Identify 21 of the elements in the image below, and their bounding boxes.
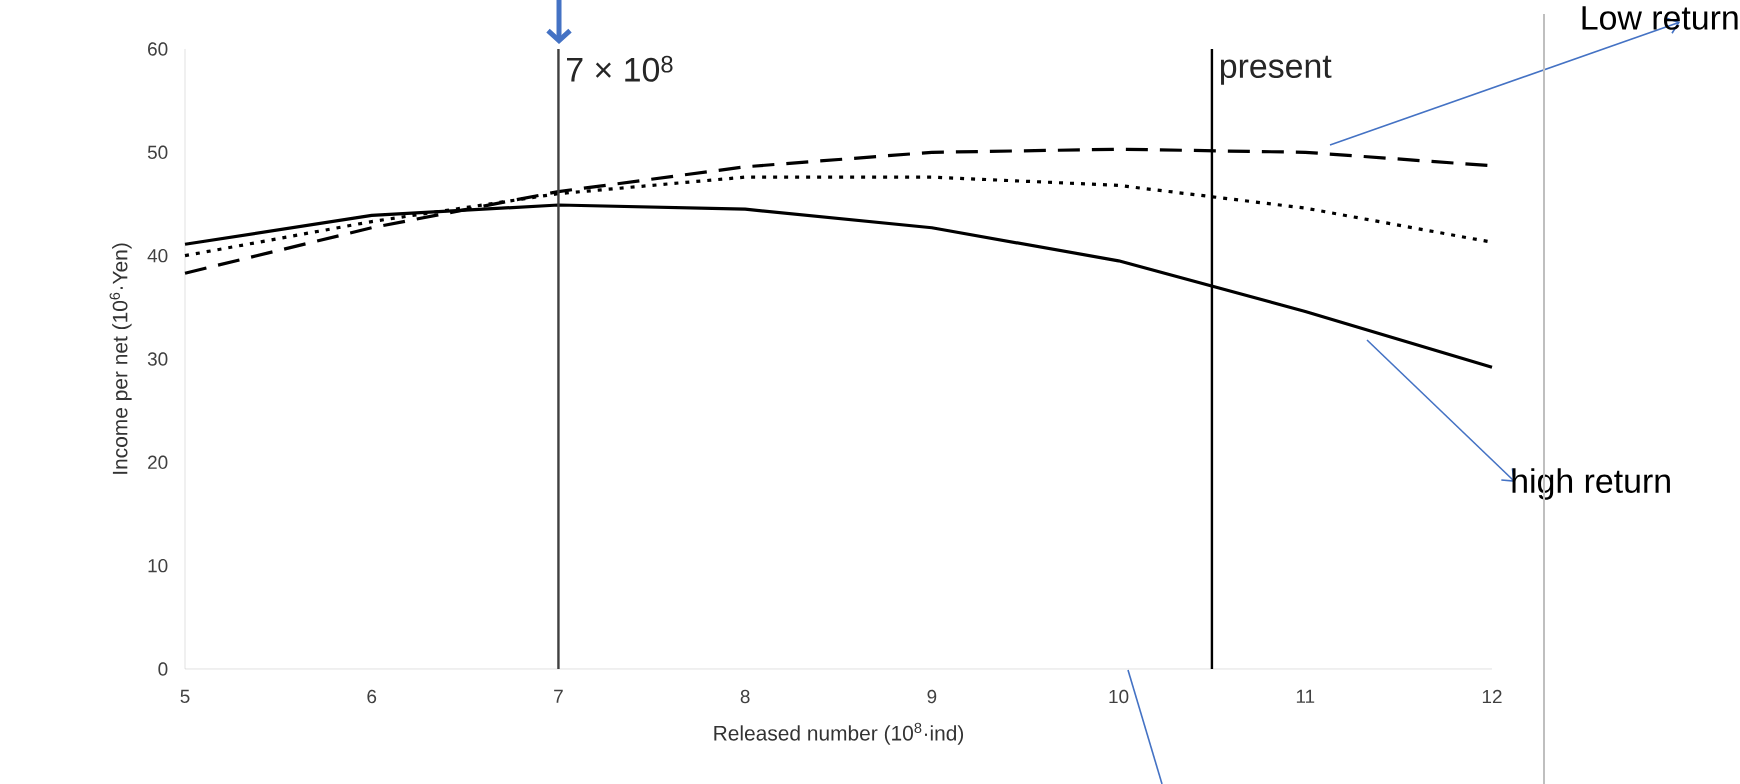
y-tick-label: 30	[147, 352, 168, 366]
x-tick-label: 7	[554, 689, 563, 703]
x-tick-label: 6	[367, 689, 377, 704]
y-tick-label: 0	[158, 662, 168, 676]
x-tick-label: 9	[927, 689, 937, 704]
y-axis-title: Income per net (10$^{6}$·Yen)	[109, 243, 132, 474]
x-tick-label: 11	[1296, 689, 1315, 703]
x-tick-label: 12	[1482, 689, 1502, 704]
x-tick-label: 5	[180, 689, 190, 704]
y-tick-label: 10	[148, 558, 168, 573]
y-tick-label: 50	[147, 145, 168, 160]
y-tick-label: 20	[148, 455, 168, 470]
y-tick-label: 40	[147, 248, 168, 263]
x-axis-title: Released number (10$^{8}$·ind)	[714, 722, 964, 745]
text: high return	[1512, 468, 1670, 500]
ref-line-label: present	[1220, 55, 1332, 85]
text: Low return	[1582, 6, 1738, 30]
x-tick-label: 10	[1109, 689, 1129, 704]
y-tick-label: 60	[148, 42, 168, 56]
x-tick-label: 8	[740, 689, 750, 704]
ref-line-label: 7 × 10$^{8}$	[567, 55, 673, 82]
